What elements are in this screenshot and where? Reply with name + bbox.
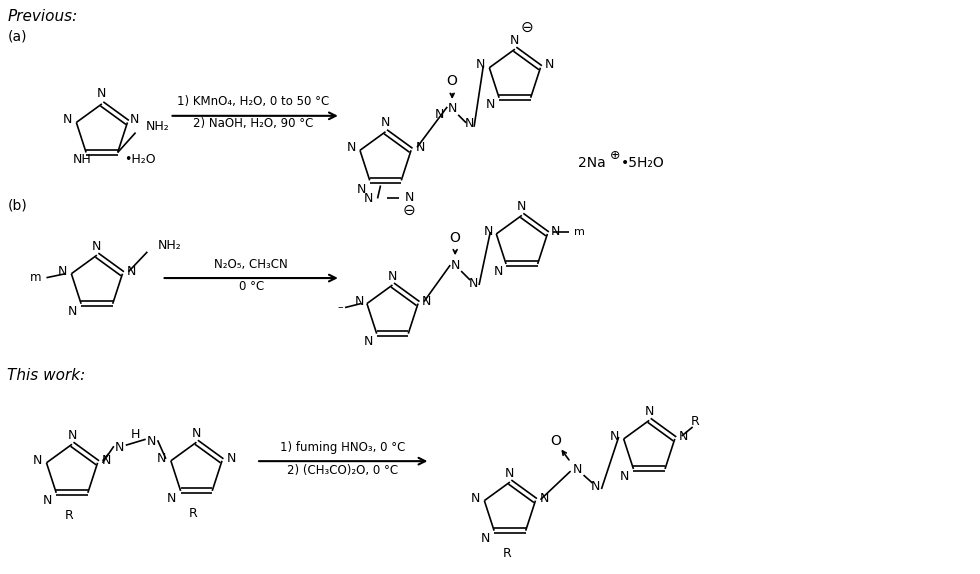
Text: N: N: [679, 430, 688, 444]
Text: This work:: This work:: [7, 367, 85, 383]
Text: N: N: [381, 117, 390, 129]
Text: N: N: [126, 265, 136, 278]
Text: N: N: [484, 226, 493, 238]
Text: ⊖: ⊖: [403, 203, 416, 218]
Text: NH: NH: [73, 153, 91, 166]
Text: N: N: [619, 471, 629, 483]
Text: 2Na: 2Na: [577, 156, 606, 169]
Text: N: N: [511, 34, 519, 46]
Text: R: R: [503, 547, 512, 560]
Text: N: N: [364, 192, 373, 205]
Text: (b): (b): [7, 199, 27, 212]
Text: N: N: [610, 430, 619, 444]
Text: R: R: [65, 509, 74, 522]
Text: N: N: [435, 108, 444, 121]
Text: 2) (CH₃CO)₂O, 0 °C: 2) (CH₃CO)₂O, 0 °C: [287, 464, 398, 476]
Text: N: N: [68, 305, 76, 318]
Text: N: N: [448, 102, 457, 115]
Text: 1) KMnO₄, H₂O, 0 to 50 °C: 1) KMnO₄, H₂O, 0 to 50 °C: [177, 95, 329, 108]
Text: N: N: [115, 441, 124, 453]
Text: R: R: [690, 414, 699, 428]
Text: N: N: [226, 452, 235, 466]
Text: NH₂: NH₂: [146, 120, 170, 133]
Text: N: N: [92, 240, 102, 253]
Text: N: N: [551, 226, 560, 238]
Text: N: N: [388, 270, 397, 282]
Text: N: N: [468, 277, 478, 289]
Text: N: N: [470, 492, 480, 505]
Text: ⊕: ⊕: [610, 149, 620, 162]
Text: R: R: [189, 507, 198, 521]
Text: O: O: [450, 231, 461, 245]
Text: N: N: [405, 191, 415, 204]
Text: –: –: [337, 302, 343, 313]
Text: m: m: [30, 271, 41, 284]
Text: ⊖: ⊖: [520, 20, 533, 35]
Text: N: N: [451, 259, 460, 272]
Text: N: N: [480, 532, 490, 545]
Text: O: O: [447, 74, 458, 88]
Text: N: N: [167, 492, 176, 505]
Text: 1) fuming HNO₃, 0 °C: 1) fuming HNO₃, 0 °C: [280, 441, 406, 453]
Text: (a): (a): [7, 29, 26, 43]
Text: N: N: [355, 295, 364, 308]
Text: N: N: [573, 463, 582, 476]
Text: N: N: [421, 295, 430, 308]
Text: N: N: [493, 265, 503, 278]
Text: N: N: [591, 479, 600, 492]
Text: N: N: [545, 58, 554, 71]
Text: H: H: [131, 428, 140, 441]
Text: •5H₂O: •5H₂O: [621, 156, 665, 169]
Text: N: N: [129, 113, 139, 126]
Text: NH₂: NH₂: [158, 239, 181, 253]
Text: N: N: [33, 454, 42, 467]
Text: N: N: [517, 200, 526, 213]
Text: N: N: [157, 452, 167, 466]
Text: Previous:: Previous:: [7, 9, 77, 24]
Text: N: N: [540, 492, 549, 505]
Text: N: N: [645, 405, 654, 418]
Text: N: N: [346, 141, 356, 154]
Text: N: N: [102, 454, 112, 467]
Text: N: N: [465, 117, 473, 130]
Text: N: N: [506, 467, 514, 480]
Text: N: N: [147, 435, 157, 448]
Text: N: N: [475, 58, 485, 71]
Text: N: N: [416, 141, 424, 154]
Text: •H₂O: •H₂O: [123, 153, 156, 166]
Text: O: O: [550, 435, 562, 448]
Text: 0 °C: 0 °C: [238, 281, 264, 293]
Text: N₂O₅, CH₃CN: N₂O₅, CH₃CN: [215, 258, 288, 270]
Text: N: N: [192, 427, 201, 440]
Text: N: N: [63, 113, 73, 126]
Text: m: m: [574, 227, 585, 237]
Text: N: N: [357, 183, 367, 196]
Text: N: N: [97, 87, 107, 100]
Text: N: N: [68, 429, 76, 442]
Text: 2) NaOH, H₂O, 90 °C: 2) NaOH, H₂O, 90 °C: [193, 117, 314, 130]
Text: N: N: [42, 494, 52, 507]
Text: N: N: [485, 98, 495, 111]
Text: N: N: [58, 265, 67, 278]
Text: N: N: [364, 335, 373, 348]
